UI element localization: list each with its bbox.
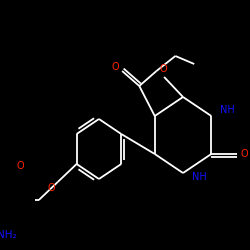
Text: O: O (241, 149, 248, 159)
Text: NH: NH (220, 105, 234, 115)
Text: O: O (160, 64, 167, 74)
Text: NH₂: NH₂ (0, 230, 17, 240)
Text: NH: NH (192, 172, 206, 182)
Text: O: O (112, 62, 119, 72)
Text: O: O (16, 161, 24, 171)
Text: O: O (47, 183, 55, 193)
